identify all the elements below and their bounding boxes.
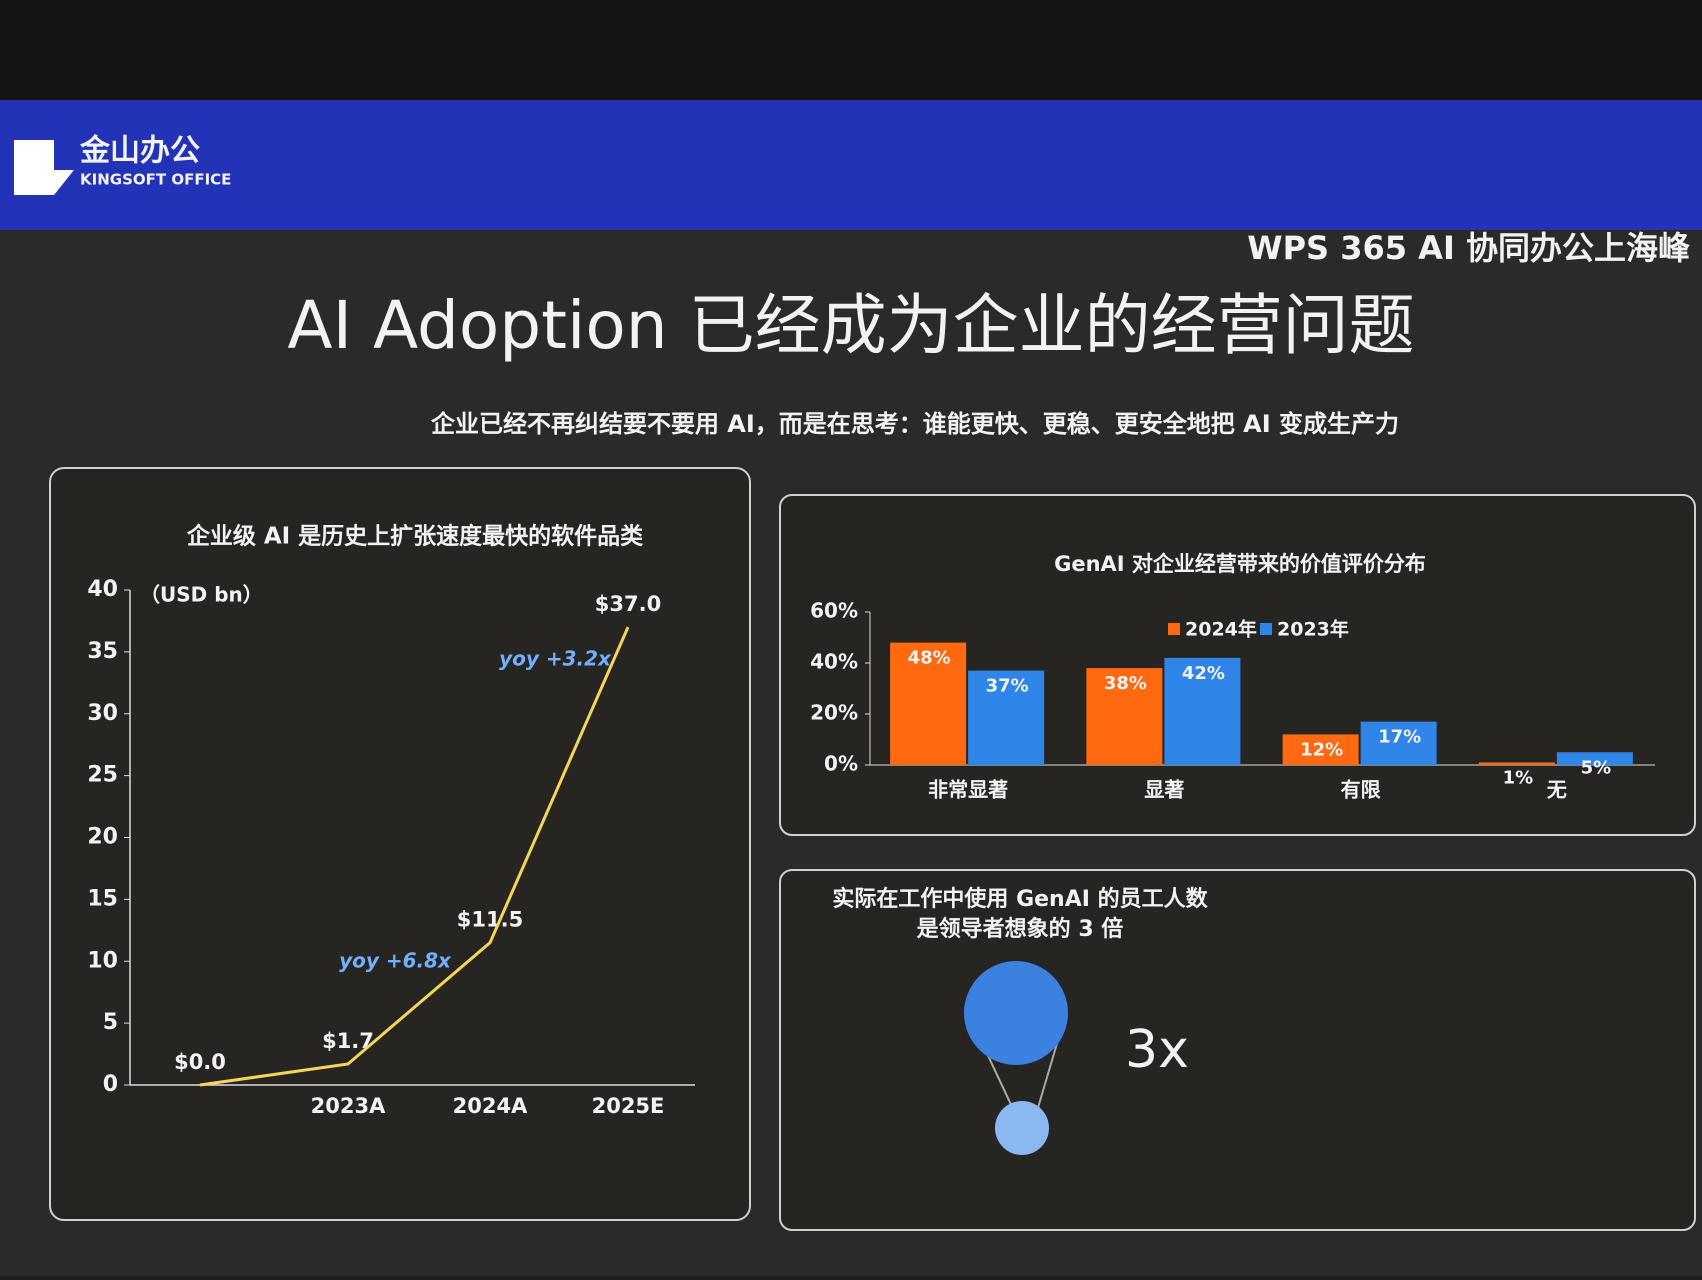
logo-sub: KINGSOFT OFFICE xyxy=(80,171,231,189)
bar xyxy=(1164,657,1241,765)
big-circle xyxy=(964,961,1068,1065)
x-tick-label: 2024A xyxy=(453,1094,528,1118)
bar xyxy=(1086,668,1163,765)
y-tick-label: 60% xyxy=(810,599,858,623)
logo: 金山办公 xyxy=(79,134,200,169)
y-tick-label: 40% xyxy=(810,650,858,674)
x-tick-label: 2025E xyxy=(592,1094,665,1118)
legend-swatch xyxy=(1168,623,1180,635)
y-tick-label: 20 xyxy=(87,825,118,850)
left-panel xyxy=(49,467,751,1221)
x-tick-label: 显著 xyxy=(1144,778,1184,802)
x-tick-label: 有限 xyxy=(1341,778,1381,802)
bar xyxy=(1478,762,1555,765)
value-label: 12% xyxy=(1300,739,1343,760)
x-tick-label: 2023A xyxy=(311,1094,386,1118)
bar xyxy=(1556,752,1633,765)
annotation: yoy +6.8x xyxy=(339,949,452,973)
bar xyxy=(1360,721,1437,765)
bar xyxy=(890,642,967,765)
x-tick-label: 非常显著 xyxy=(928,778,1008,802)
legend-label: 2023年 xyxy=(1277,618,1349,641)
y-tick-label: 40 xyxy=(87,577,118,602)
y-tick-label: 0% xyxy=(824,752,858,776)
legend-swatch xyxy=(1260,623,1272,635)
x-tick-label: 无 xyxy=(1547,778,1567,802)
y-tick-label: 0 xyxy=(103,1072,118,1097)
y-tick-label: 25 xyxy=(87,763,118,788)
annotation: yoy +3.2x xyxy=(499,647,612,671)
value-label: $0.0 xyxy=(174,1050,226,1074)
stat-figure: 3x xyxy=(1125,1020,1189,1080)
bar xyxy=(968,670,1045,765)
value-label: 37% xyxy=(986,676,1029,697)
value-label: 17% xyxy=(1378,727,1421,748)
line xyxy=(199,626,630,1087)
y-axis-label: （USD bn） xyxy=(140,583,263,607)
y-tick-label: 20% xyxy=(810,701,858,725)
ceiling xyxy=(0,0,1702,100)
chart-title: 企业级 AI 是历史上扩张速度最快的软件品类 xyxy=(186,523,643,550)
value-label: $11.5 xyxy=(457,908,523,932)
y-tick-label: 10 xyxy=(87,948,118,973)
value-label: 42% xyxy=(1182,663,1225,684)
y-tick-label: 15 xyxy=(87,886,118,911)
small-circle xyxy=(995,1101,1049,1155)
stat-line: 实际在工作中使用 GenAI 的员工人数 xyxy=(832,886,1208,912)
y-tick-label: 30 xyxy=(87,701,118,726)
event-name: WPS 365 AI 协同办公上海峰 xyxy=(1247,229,1690,267)
value-label: 48% xyxy=(908,648,951,669)
y-tick-label: 5 xyxy=(103,1010,118,1035)
legend-label: 2024年 xyxy=(1185,618,1257,641)
value-label: 38% xyxy=(1104,673,1147,694)
stat-line: 是领导者想象的 3 倍 xyxy=(917,916,1124,942)
slide-title: AI Adoption 已经成为企业的经营问题 xyxy=(287,287,1414,364)
value-label: 5% xyxy=(1581,757,1612,778)
bar xyxy=(1282,734,1359,765)
banner xyxy=(0,100,1702,230)
chart-title: GenAI 对企业经营带来的价值评价分布 xyxy=(1054,552,1426,576)
value-label: $37.0 xyxy=(595,592,661,616)
slide-subtitle: 企业已经不再纠结要不要用 AI，而是在思考：谁能更快、更稳、更安全地把 AI 变… xyxy=(431,410,1399,438)
y-tick-label: 35 xyxy=(87,639,118,664)
logo-icon xyxy=(14,140,74,195)
value-label: 1% xyxy=(1503,767,1534,788)
